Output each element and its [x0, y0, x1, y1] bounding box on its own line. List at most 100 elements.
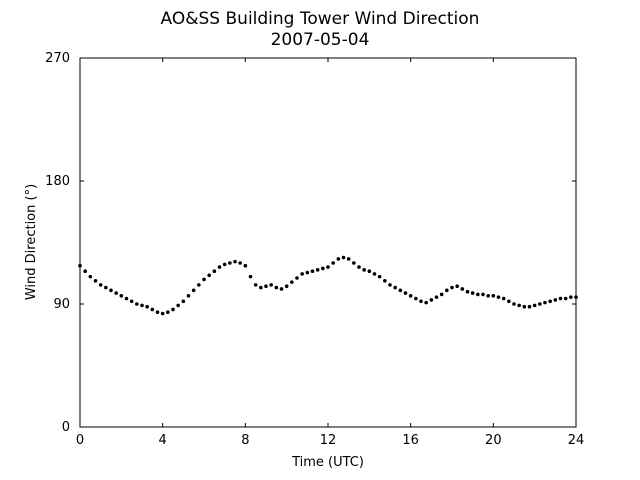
data-point [83, 269, 87, 274]
data-point [140, 303, 144, 308]
data-point [274, 285, 279, 290]
chart-subtitle: 2007-05-04 [271, 30, 370, 50]
data-point [155, 310, 160, 315]
data-point [341, 255, 346, 260]
data-point [212, 269, 217, 274]
data-point [150, 307, 155, 312]
data-point [191, 288, 196, 293]
data-point [321, 266, 325, 271]
data-point [228, 261, 232, 265]
data-point [553, 298, 558, 302]
data-point [424, 300, 428, 305]
data-point [129, 299, 134, 304]
data-point [284, 284, 289, 289]
axis-ticks: 0 4 8 12 16 20 24 0 90 180 270 [45, 51, 584, 448]
data-point [217, 265, 222, 269]
y-tick-label: 270 [45, 51, 70, 66]
data-point [470, 291, 475, 295]
data-point [264, 284, 268, 289]
data-point [186, 294, 191, 298]
x-tick-label: 12 [320, 433, 337, 448]
y-tick-label: 180 [45, 174, 70, 189]
data-point [326, 265, 330, 269]
data-point [305, 270, 310, 275]
data-point [522, 304, 527, 309]
data-point [377, 274, 382, 279]
data-point [135, 302, 139, 306]
data-point [290, 280, 294, 284]
data-point [88, 274, 93, 279]
data-point [496, 295, 501, 299]
data-point [197, 283, 201, 287]
data-point [181, 299, 186, 304]
data-point [109, 288, 113, 293]
data-point [403, 291, 408, 295]
data-point [160, 311, 165, 316]
data-point [548, 299, 552, 304]
data-point [460, 287, 465, 291]
data-point [357, 265, 361, 269]
data-point [558, 296, 563, 301]
data-point [248, 274, 253, 279]
data-point [295, 276, 299, 280]
data-point [517, 303, 521, 308]
data-point [243, 263, 248, 268]
data-point [434, 295, 439, 299]
plot-frame [79, 57, 577, 428]
x-tick-label: 8 [241, 433, 249, 448]
y-tick-label: 90 [53, 297, 70, 312]
x-axis-label: Time (UTC) [291, 455, 364, 470]
data-point [501, 296, 506, 301]
x-tick-label: 20 [485, 433, 502, 448]
data-point [222, 262, 227, 267]
data-point [538, 302, 542, 306]
data-point [450, 285, 454, 290]
data-point [119, 294, 124, 298]
data-point [486, 294, 490, 298]
data-point [532, 303, 537, 308]
data-point [310, 269, 315, 274]
data-point [207, 273, 211, 278]
y-axis-label: Wind Direction (°) [24, 184, 39, 300]
data-point [269, 283, 273, 287]
data-point [253, 283, 258, 287]
data-point [238, 261, 242, 265]
data-point [202, 277, 206, 282]
data-point [315, 268, 320, 272]
data-point [527, 304, 532, 309]
data-point [367, 269, 372, 274]
data-point [346, 257, 351, 261]
data-point [439, 292, 444, 297]
data-point [233, 259, 237, 264]
data-point [279, 287, 284, 291]
data-point [98, 283, 103, 287]
data-point [114, 291, 118, 295]
data-point [383, 278, 387, 283]
data-point [574, 295, 578, 299]
data-point [300, 272, 304, 276]
data-point [507, 299, 511, 304]
data-point [124, 296, 129, 301]
data-point [543, 300, 547, 305]
data-point [331, 261, 335, 265]
data-point [563, 296, 568, 301]
data-point [336, 257, 341, 261]
x-tick-label: 4 [159, 433, 167, 448]
data-point [176, 303, 180, 308]
data-point [398, 288, 403, 293]
data-point [414, 296, 418, 301]
data-point [569, 295, 573, 299]
data-point [419, 299, 423, 304]
data-point [372, 272, 377, 276]
data-point [491, 294, 496, 298]
x-tick-label: 0 [76, 433, 84, 448]
data-point [408, 294, 413, 298]
data-point [476, 292, 480, 297]
data-point [93, 278, 98, 283]
data-point [481, 292, 485, 297]
data-point [362, 268, 366, 272]
data-point [171, 307, 175, 312]
data-point [429, 298, 434, 302]
data-point [145, 304, 149, 309]
data-point [445, 288, 449, 293]
